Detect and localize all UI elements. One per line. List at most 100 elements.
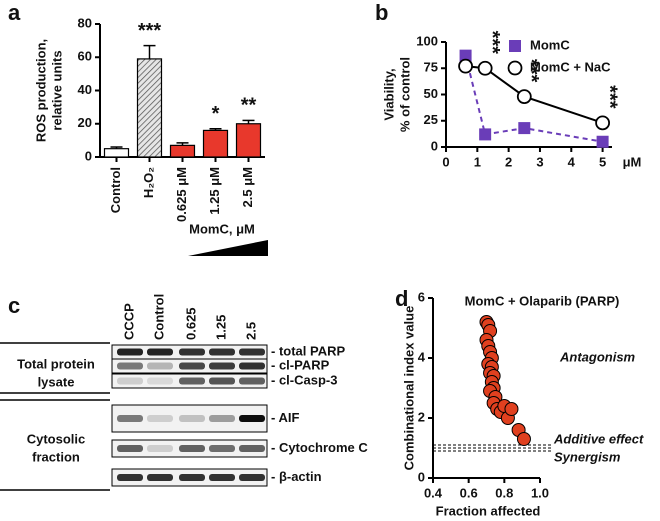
band [117,415,143,422]
y-tick-label: 60 [78,49,92,64]
significance-label: * [212,103,220,125]
row-label: - total PARP [271,343,345,358]
y-tick-label: 0 [85,148,92,163]
bar [136,58,163,158]
band [179,415,205,422]
band [179,474,205,481]
legend-marker [507,60,523,76]
band [239,362,265,370]
point [596,135,609,148]
point [518,122,531,135]
band [239,377,265,385]
band [209,415,235,422]
annotation: Additive effect [553,431,644,446]
band [209,445,235,452]
x-tick-label: 0.625 μM [174,167,189,222]
band [209,362,235,370]
bar [202,129,229,158]
dose-triangle [188,240,268,256]
group-label: lysate [38,374,75,389]
y-tick-label: 50 [424,86,438,101]
group-label: fraction [32,449,80,464]
point [477,60,493,76]
y-tick-label: 0 [431,138,438,153]
x-tick-label: 1 [474,154,481,169]
legend-label: MomC + NaC [530,59,611,74]
band [209,474,235,481]
legend-marker [509,40,521,52]
panel-label: b [375,0,388,25]
group-label: Cytosolic [27,431,86,446]
x-tick-label: 0.6 [460,485,478,500]
band [117,474,143,481]
band [209,377,235,385]
point [516,432,531,446]
panel-label: d [395,286,408,311]
row-label: - cl-Casp-3 [271,372,337,387]
lane-label: Control [151,294,166,340]
series-line [465,65,603,124]
y-tick-label: 100 [416,33,438,48]
lane-label: 2.5 [243,322,258,340]
x-tick-label: Control [108,167,123,213]
band [147,348,173,356]
x-tick-label: 3 [536,154,543,169]
y-axis-label: ROS production, [33,39,48,142]
point [458,58,473,74]
significance-label: ** [241,95,257,117]
bar [169,144,196,158]
x-tick-label: 0 [442,154,449,169]
legend-label: MomC [530,37,570,52]
x-tick-label: 0.4 [424,485,443,500]
chart-title: MomC + Olaparib (PARP) [465,293,620,308]
point [479,128,492,141]
x-tick-label: 5 [599,154,606,169]
blot-header: MomC, μM [189,221,255,236]
row-label: - Cytochrome C [271,440,368,455]
x-tick-label: 2.5 μM [240,167,255,207]
band [179,377,205,385]
band [179,445,205,452]
y-axis-label: Combinational index value [401,306,416,471]
panel-label: a [8,0,21,25]
significance-label: *** [481,31,503,55]
row-label: - cl-PARP [271,357,330,372]
bar [103,148,130,158]
lane-label: CCCP [121,303,136,340]
significance-label: *** [138,20,162,42]
y-tick-label: 2 [418,409,425,424]
x-tick-label: 1.25 μM [207,167,222,215]
y-tick-label: 75 [424,60,438,75]
y-tick-label: 6 [418,289,425,304]
band [239,445,265,452]
band [239,474,265,481]
row-label: - AIF [271,410,299,425]
band [179,362,205,370]
point [504,402,519,416]
y-axis-label: % of control [397,57,412,132]
series-line [464,55,603,143]
x-tick-label: 4 [568,154,576,169]
panel-label: c [8,293,20,318]
band [147,445,173,452]
y-tick-label: 0 [418,469,425,484]
band [117,362,143,370]
band [147,362,173,370]
band [147,415,173,422]
annotation: Antagonism [559,349,636,364]
band [117,445,143,452]
point [595,115,611,131]
y-tick-label: 20 [78,115,92,130]
annotation: Synergism [554,449,621,464]
x-tick-label: 0.8 [495,485,513,500]
band [239,415,265,422]
point [459,49,472,62]
y-tick-label: 4 [418,349,426,364]
x-axis-label: Fraction affected [436,503,541,518]
lane-label: 0.625 [183,307,198,340]
significance-label: *** [520,59,542,83]
x-axis-label: μM [623,154,642,169]
significance-label: *** [598,85,620,109]
band [239,348,265,356]
